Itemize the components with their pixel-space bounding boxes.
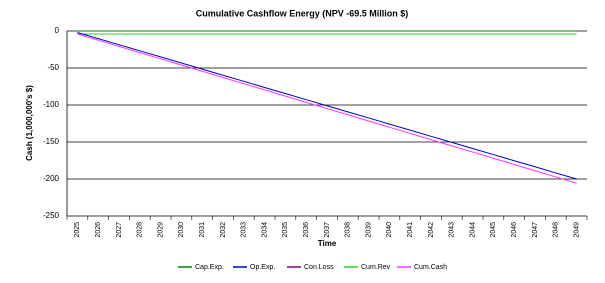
x-tick-label: 2026 (95, 222, 102, 238)
x-axis-label: Time (318, 239, 337, 248)
y-tick-label: -150 (43, 137, 60, 146)
x-tick-label: 2025 (74, 222, 81, 238)
legend-label: Cap.Exp. (195, 264, 224, 271)
legend-label: Con.Loss (304, 264, 334, 271)
legend-label: Op.Exp. (250, 264, 275, 271)
x-tick-label: 2038 (345, 222, 352, 238)
y-tick-label: -250 (43, 211, 60, 220)
x-tick-label: 2027 (116, 222, 123, 238)
y-axis-label: Cash (1,000,000's $) (25, 85, 34, 161)
x-tick-label: 2034 (261, 222, 268, 238)
x-tick-label: 2030 (178, 222, 185, 238)
x-tick-label: 2032 (220, 222, 227, 238)
x-tick-label: 2035 (282, 222, 289, 238)
series-line (77, 33, 577, 184)
x-tick-label: 2033 (241, 222, 248, 238)
x-tick-label: 2028 (137, 222, 144, 238)
x-tick-label: 2046 (511, 222, 518, 238)
x-tick-label: 2029 (157, 222, 164, 238)
x-tick-label: 2041 (407, 222, 414, 238)
x-tick-label: 2048 (553, 222, 560, 238)
y-tick-label: -200 (43, 174, 60, 183)
y-tick-label: -50 (47, 63, 59, 72)
x-tick-label: 2047 (532, 222, 539, 238)
x-tick-label: 2036 (303, 222, 310, 238)
chart-title: Cumulative Cashflow Energy (NPV -69.5 Mi… (196, 8, 409, 18)
y-tick-label: -100 (43, 100, 60, 109)
x-tick-label: 2044 (469, 222, 476, 238)
x-tick-label: 2039 (365, 222, 372, 238)
series-line (77, 32, 577, 180)
x-tick-label: 2042 (428, 222, 435, 238)
legend-label: Cum.Rev (361, 264, 391, 271)
x-tick-label: 2049 (573, 222, 580, 238)
x-tick-label: 2040 (386, 222, 393, 238)
y-tick-label: 0 (55, 26, 60, 35)
legend-label: Cum.Cash (414, 264, 447, 271)
x-tick-label: 2037 (324, 222, 331, 238)
x-tick-label: 2043 (449, 222, 456, 238)
x-tick-label: 2031 (199, 222, 206, 238)
x-tick-label: 2045 (490, 222, 497, 238)
